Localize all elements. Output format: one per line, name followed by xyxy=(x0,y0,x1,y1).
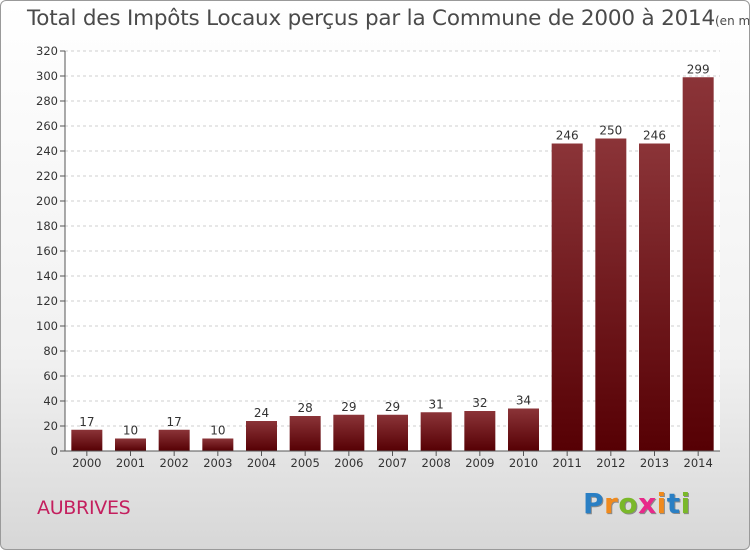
y-tick-label: 200 xyxy=(36,194,58,208)
bar xyxy=(202,438,234,451)
logo-letter: x xyxy=(638,487,657,520)
x-tick-label: 2000 xyxy=(72,456,101,470)
bar-value-label: 28 xyxy=(298,401,313,415)
y-tick-label: 300 xyxy=(36,69,58,83)
y-tick-label: 60 xyxy=(43,369,58,383)
y-tick-label: 120 xyxy=(36,294,58,308)
bar xyxy=(595,138,627,451)
x-tick-label: 2012 xyxy=(596,456,625,470)
bar-value-label: 246 xyxy=(643,129,666,143)
bar xyxy=(246,421,277,451)
x-tick-label: 2014 xyxy=(684,456,713,470)
x-tick-label: 2007 xyxy=(378,456,407,470)
bar xyxy=(682,77,714,451)
x-tick-label: 2004 xyxy=(247,456,276,470)
y-tick-label: 0 xyxy=(51,444,58,458)
y-tick-label: 160 xyxy=(36,244,58,258)
y-tick-label: 180 xyxy=(36,219,58,233)
x-tick-label: 2008 xyxy=(422,456,451,470)
x-tick-label: 2013 xyxy=(640,456,669,470)
chart-title: Total des Impôts Locaux perçus par la Co… xyxy=(27,6,750,31)
bar xyxy=(420,412,452,451)
bar-value-label: 31 xyxy=(429,397,444,411)
logo-letter: r xyxy=(604,487,619,520)
bar-value-label: 34 xyxy=(516,394,531,408)
logo-letter: o xyxy=(618,487,639,520)
logo-letter: i xyxy=(680,487,691,520)
bar-value-label: 29 xyxy=(341,400,356,414)
x-tick-label: 2011 xyxy=(553,456,582,470)
x-tick-label: 2005 xyxy=(291,456,320,470)
x-tick-label: 2003 xyxy=(203,456,232,470)
logo-letter: P xyxy=(583,487,605,520)
commune-name: AUBRIVES xyxy=(37,497,131,519)
bar xyxy=(289,416,321,451)
y-tick-label: 140 xyxy=(36,269,58,283)
bar xyxy=(508,408,539,451)
bar-value-label: 32 xyxy=(472,396,487,410)
x-tick-label: 2006 xyxy=(334,456,363,470)
bar xyxy=(71,429,103,451)
y-tick-label: 20 xyxy=(43,419,58,433)
logo-letter: i xyxy=(656,487,667,520)
bar xyxy=(115,438,146,451)
bar xyxy=(551,143,583,451)
bar xyxy=(333,414,365,451)
bar xyxy=(377,414,408,451)
y-tick-label: 280 xyxy=(36,94,58,108)
bar-value-label: 17 xyxy=(167,415,182,429)
bar-value-label: 246 xyxy=(556,129,579,143)
y-tick-label: 100 xyxy=(36,319,58,333)
x-tick-label: 2001 xyxy=(116,456,145,470)
bar-value-label: 10 xyxy=(210,424,225,438)
y-tick-label: 240 xyxy=(36,144,58,158)
bar-value-label: 24 xyxy=(254,406,269,420)
y-tick-label: 40 xyxy=(43,394,58,408)
chart-subtitle: (en milliers d'€) xyxy=(715,14,750,28)
y-tick-label: 80 xyxy=(43,344,58,358)
chart-title-text: Total des Impôts Locaux perçus par la Co… xyxy=(27,6,715,31)
y-tick-label: 260 xyxy=(36,119,58,133)
x-tick-label: 2002 xyxy=(160,456,189,470)
bar-value-label: 299 xyxy=(687,62,710,76)
logo-letter: t xyxy=(666,487,681,520)
proxiti-logo: Proxiti xyxy=(583,487,691,520)
y-tick-label: 220 xyxy=(36,169,58,183)
x-tick-label: 2010 xyxy=(509,456,538,470)
bar xyxy=(158,429,190,451)
bar xyxy=(464,411,496,451)
bar-value-label: 17 xyxy=(79,415,94,429)
bar-value-label: 29 xyxy=(385,400,400,414)
bar-value-label: 10 xyxy=(123,424,138,438)
bar-value-label: 250 xyxy=(599,124,622,138)
y-tick-label: 320 xyxy=(36,44,58,58)
x-tick-label: 2009 xyxy=(465,456,494,470)
bar xyxy=(639,143,670,451)
